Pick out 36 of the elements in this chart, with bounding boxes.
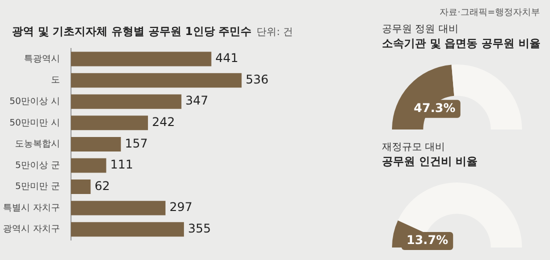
chart-title: 공무원 인건비 비율 <box>382 154 478 169</box>
bar <box>70 136 121 152</box>
chart-subtitle: 재정규모 대비 <box>382 141 446 154</box>
chart-subtitle: 공무원 정원 대비 <box>382 23 458 36</box>
bar <box>70 52 212 66</box>
data-label: 111 <box>110 158 134 172</box>
bar <box>70 200 166 216</box>
data-label: 347 <box>185 94 208 108</box>
data-label: 297 <box>169 200 192 214</box>
data-label: 157 <box>124 136 148 150</box>
data-label: 536 <box>246 72 269 86</box>
y-tick-label: 도농복합시 <box>14 140 60 150</box>
data-label: 13.7% <box>406 233 448 248</box>
bar <box>70 158 106 173</box>
data-label: 62 <box>94 178 110 193</box>
bar <box>70 222 184 237</box>
y-tick-label: 5만미만 군 <box>15 182 60 192</box>
data-label: 441 <box>215 51 238 66</box>
text: 자료·그래픽=행정자치부 <box>438 7 540 19</box>
data-label: 355 <box>188 221 211 236</box>
text: 단위: 건 <box>256 26 294 39</box>
y-tick-label: 50만미만 시 <box>10 118 60 128</box>
y-tick-label: 광역시 자치구 <box>2 224 60 235</box>
bar <box>70 73 242 88</box>
data-label: 242 <box>152 115 175 130</box>
y-tick-label: 특광역시 <box>24 54 60 64</box>
y-tick-label: 5만이상 군 <box>15 160 60 171</box>
bar <box>70 94 182 109</box>
chart-title: 광역 및 기초지자체 유형별 공무원 1인당 주민수 <box>12 24 252 39</box>
bar <box>70 116 148 130</box>
y-tick-label: 특별시 자치구 <box>2 203 60 214</box>
chart-title: 소속기관 및 읍면동 공무원 비율 <box>382 36 540 51</box>
data-label: 47.3% <box>414 101 456 116</box>
y-tick-label: 50만이상 시 <box>10 96 60 107</box>
y-tick-label: 도 <box>50 76 60 86</box>
bar <box>70 180 91 194</box>
